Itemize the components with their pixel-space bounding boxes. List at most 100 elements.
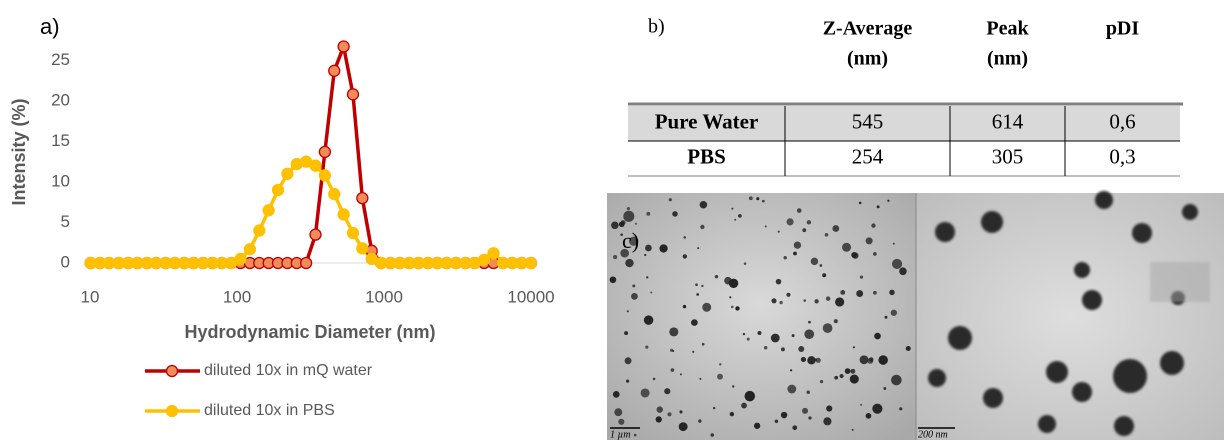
particle — [887, 199, 890, 202]
scale-bar-label: 1 µm — [610, 429, 630, 440]
particle — [815, 357, 821, 363]
particle — [786, 218, 794, 226]
nanoparticles — [928, 191, 1210, 436]
scale-bar-label: 200 nm — [918, 429, 948, 440]
particle — [633, 433, 637, 437]
particle — [691, 319, 698, 326]
x-axis-title: Hydrodynamic Diameter (nm) — [184, 322, 435, 342]
data-point — [243, 243, 257, 256]
particle — [756, 197, 760, 201]
particle — [771, 298, 777, 304]
particle — [678, 422, 688, 432]
particle — [682, 254, 688, 259]
particle — [611, 221, 619, 230]
particle — [814, 358, 818, 362]
particle — [878, 355, 888, 365]
particle — [793, 241, 802, 249]
panel-label: b) — [648, 16, 665, 38]
column-header: pDI — [1106, 18, 1140, 40]
data-point — [328, 64, 341, 77]
table-cell: 614 — [992, 109, 1024, 133]
particle — [836, 376, 839, 379]
data-point — [281, 167, 294, 180]
particle — [729, 411, 735, 417]
particle — [646, 211, 651, 216]
particle — [609, 276, 617, 284]
particle — [1160, 351, 1184, 375]
legend-marker — [165, 404, 179, 418]
particle — [620, 248, 629, 258]
legend-label: diluted 10x in PBS — [204, 402, 335, 419]
particle — [825, 296, 831, 301]
particle — [646, 276, 649, 279]
particle — [852, 346, 856, 349]
particle — [865, 413, 872, 419]
particle — [652, 377, 656, 381]
particle — [764, 225, 767, 228]
particle — [713, 406, 716, 410]
table-cell: 0,6 — [1109, 109, 1135, 133]
y-tick-label: 20 — [51, 90, 70, 109]
particle — [851, 428, 854, 431]
particle — [1095, 191, 1113, 209]
y-axis-title: Intensity (%) — [9, 98, 29, 205]
particle — [822, 273, 827, 278]
haze — [1150, 262, 1210, 302]
y-tick-label: 10 — [51, 171, 70, 190]
data-point — [356, 191, 369, 205]
y-tick-label: 25 — [51, 50, 70, 69]
particle — [873, 252, 877, 256]
column-header: Z-Average — [823, 18, 913, 40]
particle — [744, 390, 756, 402]
particle — [802, 228, 807, 233]
particle — [672, 349, 675, 353]
data-point — [524, 256, 538, 270]
data-point — [309, 228, 322, 241]
particle — [612, 391, 620, 398]
particle — [656, 406, 663, 413]
particle — [664, 388, 671, 395]
particle — [858, 201, 862, 205]
data-point — [337, 40, 350, 53]
particle — [730, 305, 734, 309]
particle — [655, 416, 662, 423]
data-point — [346, 88, 360, 101]
particle — [762, 199, 765, 203]
particle — [679, 373, 682, 376]
particle — [800, 356, 807, 363]
particle — [695, 283, 698, 287]
particle — [802, 407, 809, 414]
particle — [826, 405, 833, 412]
particle — [819, 264, 823, 267]
table-cell: 305 — [992, 144, 1024, 168]
particle — [928, 369, 946, 387]
particle — [786, 292, 791, 297]
column-header: (nm) — [987, 48, 1028, 70]
particle — [833, 319, 838, 324]
data-point — [234, 252, 247, 266]
particle — [814, 299, 819, 304]
table-cell: 0,3 — [1109, 144, 1135, 168]
particle — [698, 419, 702, 423]
particle — [669, 327, 679, 337]
particle — [624, 331, 629, 336]
particle — [732, 385, 735, 388]
particle — [632, 284, 636, 288]
x-tick-label: 1000 — [365, 287, 403, 306]
particle — [839, 374, 844, 379]
particle — [790, 369, 793, 372]
data-point — [487, 247, 500, 260]
particle — [859, 275, 864, 279]
nanoparticles — [609, 196, 911, 437]
particle — [808, 416, 812, 420]
particle — [614, 408, 623, 417]
particle — [1082, 290, 1102, 310]
particle — [702, 302, 712, 312]
data-point — [328, 187, 341, 201]
particle — [625, 258, 634, 268]
particle — [748, 196, 753, 201]
particle — [806, 220, 812, 225]
tem-images: c) 1 µm 200 nm — [607, 191, 1224, 440]
particle — [891, 374, 902, 386]
